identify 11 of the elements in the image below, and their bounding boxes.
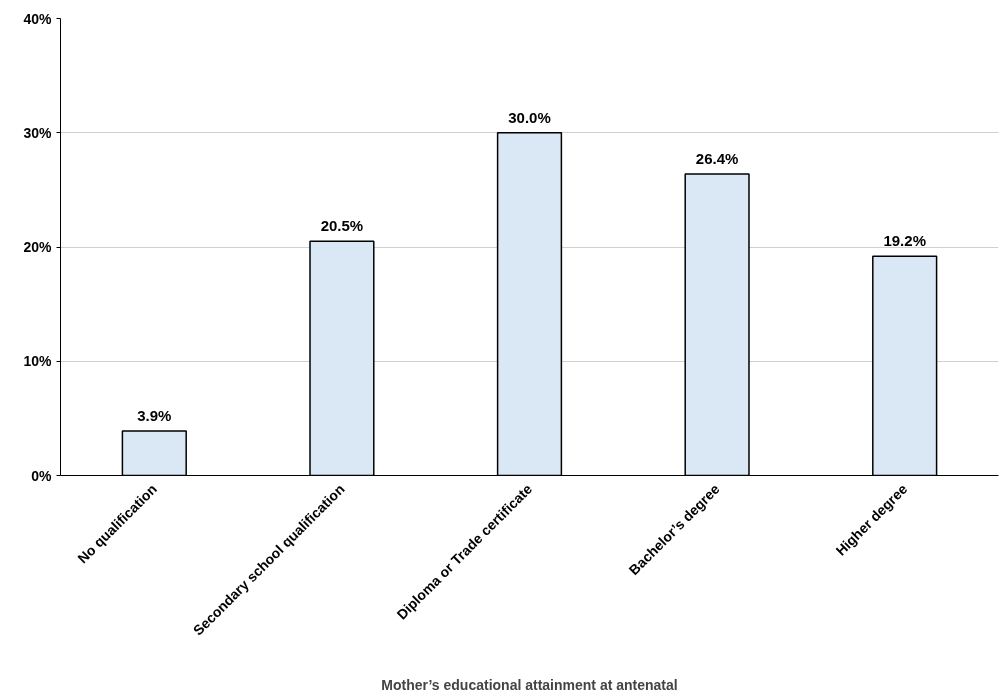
data-label: 30.0%: [508, 108, 551, 126]
y-tick-label: 0%: [31, 467, 53, 484]
y-tick-label: 30%: [23, 124, 53, 141]
data-label: 3.9%: [137, 406, 172, 424]
data-label: 20.5%: [320, 217, 364, 235]
y-tick-label: 20%: [23, 239, 53, 255]
y-tick-label: 10%: [23, 353, 53, 370]
x-axis-title: Mother’s educational attainment at antenatal: [381, 677, 678, 694]
data-label: 19.2%: [883, 232, 926, 250]
data-label: 26.4%: [695, 149, 739, 167]
y-tick-label: 40%: [23, 10, 53, 27]
